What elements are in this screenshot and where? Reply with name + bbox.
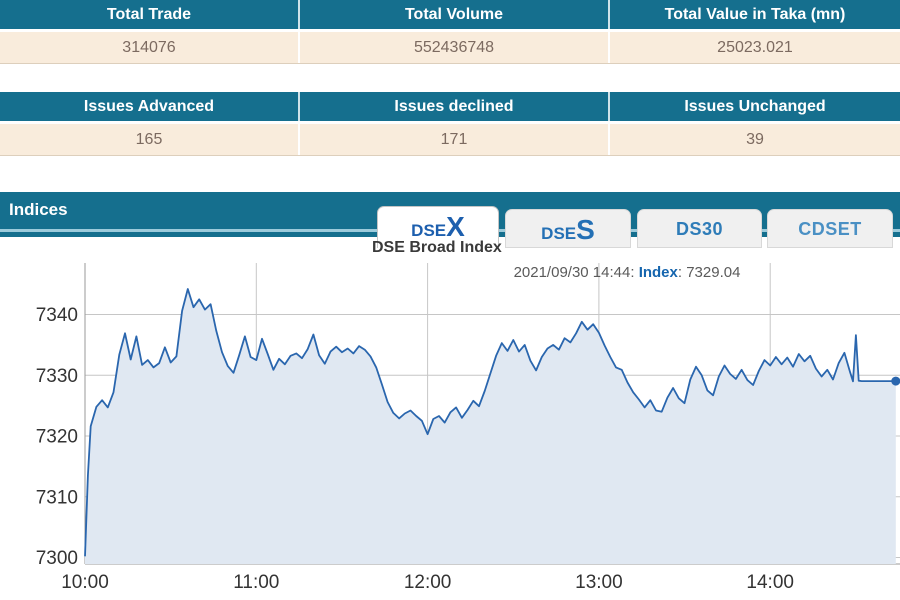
x-axis-tick-label: 13:00 (575, 572, 623, 593)
issues-table-header-row: Issues Advanced Issues declined Issues U… (0, 92, 900, 121)
x-axis-tick-label: 10:00 (61, 572, 109, 593)
tab-dsex-label-suffix: X (446, 211, 465, 242)
header-total-trade: Total Trade (0, 0, 300, 29)
value-total-trade: 314076 (0, 32, 300, 63)
y-axis-tick-label: 7310 (36, 487, 78, 508)
y-axis-tick-label: 7340 (36, 305, 78, 326)
summary-table-header-row: Total Trade Total Volume Total Value in … (0, 0, 900, 29)
header-total-value: Total Value in Taka (mn) (664, 5, 846, 23)
y-axis-tick-label: 7330 (36, 366, 78, 387)
chart-title: DSE Broad Index (372, 239, 502, 256)
tab-ds30[interactable]: DS30 (637, 209, 762, 248)
issues-summary-table: Issues Advanced Issues declined Issues U… (0, 92, 900, 156)
x-axis-tick-label: 14:00 (746, 572, 794, 593)
value-total-volume: 552436748 (300, 32, 610, 63)
value-issues-advanced: 165 (0, 124, 300, 155)
header-issues-advanced: Issues Advanced (0, 92, 300, 121)
tab-dses-label: DSE (541, 223, 577, 243)
market-summary-table: Total Trade Total Volume Total Value in … (0, 0, 900, 64)
indices-section-title: Indices (9, 200, 68, 219)
y-axis-tick-label: 7300 (36, 548, 78, 569)
tab-dsex[interactable]: DSEX (377, 206, 499, 248)
header-issues-unchanged: Issues Unchanged (684, 97, 826, 115)
tab-dses-label-suffix: S (576, 213, 595, 245)
x-axis-tick-label: 12:00 (404, 572, 452, 593)
summary-table-value-row: 314076 552436748 25023.021 (0, 32, 900, 64)
chart-area-fill (85, 289, 896, 564)
y-axis-tick-label: 7320 (36, 427, 78, 448)
chart-tooltip-text: 2021/09/30 14:44: Index: 7329.04 (514, 264, 741, 281)
tab-cdset[interactable]: CDSET (767, 209, 893, 248)
tab-dsex-label: DSE (411, 221, 447, 240)
value-issues-unchanged: 39 (746, 130, 764, 148)
chart-line (84, 288, 896, 557)
last-point-marker (891, 376, 900, 386)
tab-dses[interactable]: DSES (505, 209, 631, 248)
value-issues-declined: 171 (300, 124, 610, 155)
issues-table-value-row: 165 171 39 (0, 124, 900, 156)
header-total-volume: Total Volume (300, 0, 610, 29)
tab-cdset-label: CDSET (798, 219, 862, 239)
header-issues-declined: Issues declined (300, 92, 610, 121)
x-axis-tick-label: 11:00 (233, 572, 279, 593)
tab-ds30-label: DS30 (675, 219, 724, 239)
value-total-value: 25023.021 (717, 38, 793, 56)
